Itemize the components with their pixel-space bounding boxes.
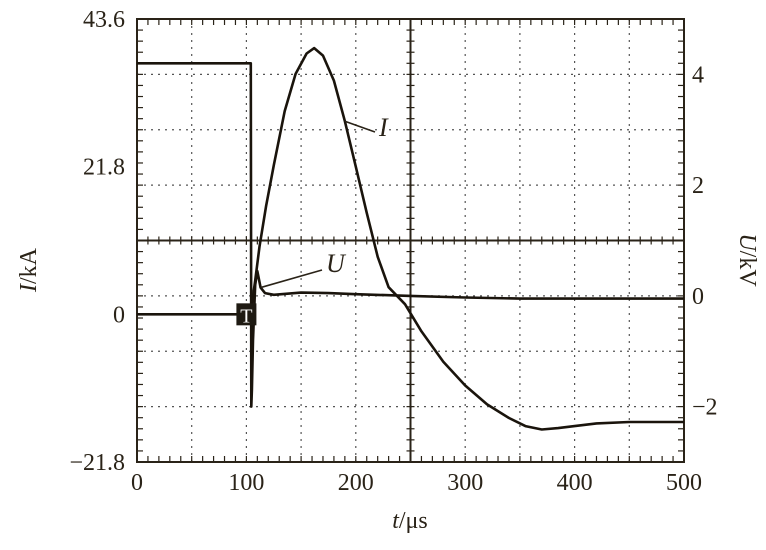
y-left-tick-label: 21.8 bbox=[83, 155, 125, 181]
y-left-tick-label: −21.8 bbox=[69, 450, 125, 476]
series-label-I: I bbox=[378, 113, 389, 142]
x-tick-label: 100 bbox=[228, 470, 264, 496]
x-tick-label: 400 bbox=[557, 470, 593, 496]
series-label-U: U bbox=[326, 249, 347, 278]
y-right-axis-unit: /kV bbox=[734, 251, 760, 288]
y-left-axis-var: I bbox=[16, 283, 42, 293]
series-layer bbox=[137, 46, 684, 431]
x-tick-label: 500 bbox=[666, 470, 702, 496]
x-tick-label: 0 bbox=[131, 470, 143, 496]
y-left-tick-label: 0 bbox=[113, 302, 125, 328]
y-right-axis-var: U bbox=[734, 233, 760, 252]
trigger-marker bbox=[236, 303, 257, 326]
y-right-axis-title: U/kV bbox=[734, 233, 760, 287]
x-axis-title: t/μs bbox=[392, 508, 428, 534]
x-axis-var: t bbox=[392, 508, 400, 534]
series-label-leader-U bbox=[260, 269, 323, 289]
x-tick-label: 300 bbox=[447, 470, 483, 496]
axis-layer: 0 100 200 300 400 500−21.8021.843.6−2024t/μsI… bbox=[16, 7, 760, 534]
trigger-marker-label: T bbox=[240, 305, 252, 327]
y-left-axis-unit: /kA bbox=[16, 247, 42, 284]
series-line-I bbox=[137, 46, 684, 431]
y-right-tick-label: −2 bbox=[692, 395, 718, 421]
x-tick-label: 200 bbox=[338, 470, 374, 496]
x-axis-unit: /μs bbox=[399, 508, 428, 534]
plot-frame bbox=[136, 18, 685, 463]
y-left-tick-label: 43.6 bbox=[83, 7, 125, 33]
y-right-tick-label: 4 bbox=[692, 62, 704, 88]
y-right-tick-label: 0 bbox=[692, 284, 704, 310]
y-right-tick-label: 2 bbox=[692, 173, 704, 199]
series-line-U bbox=[137, 62, 684, 408]
y-left-axis-title: I/kA bbox=[16, 247, 42, 293]
series-label-leader-I bbox=[344, 120, 376, 133]
label-layer: I U T bbox=[236, 113, 389, 327]
